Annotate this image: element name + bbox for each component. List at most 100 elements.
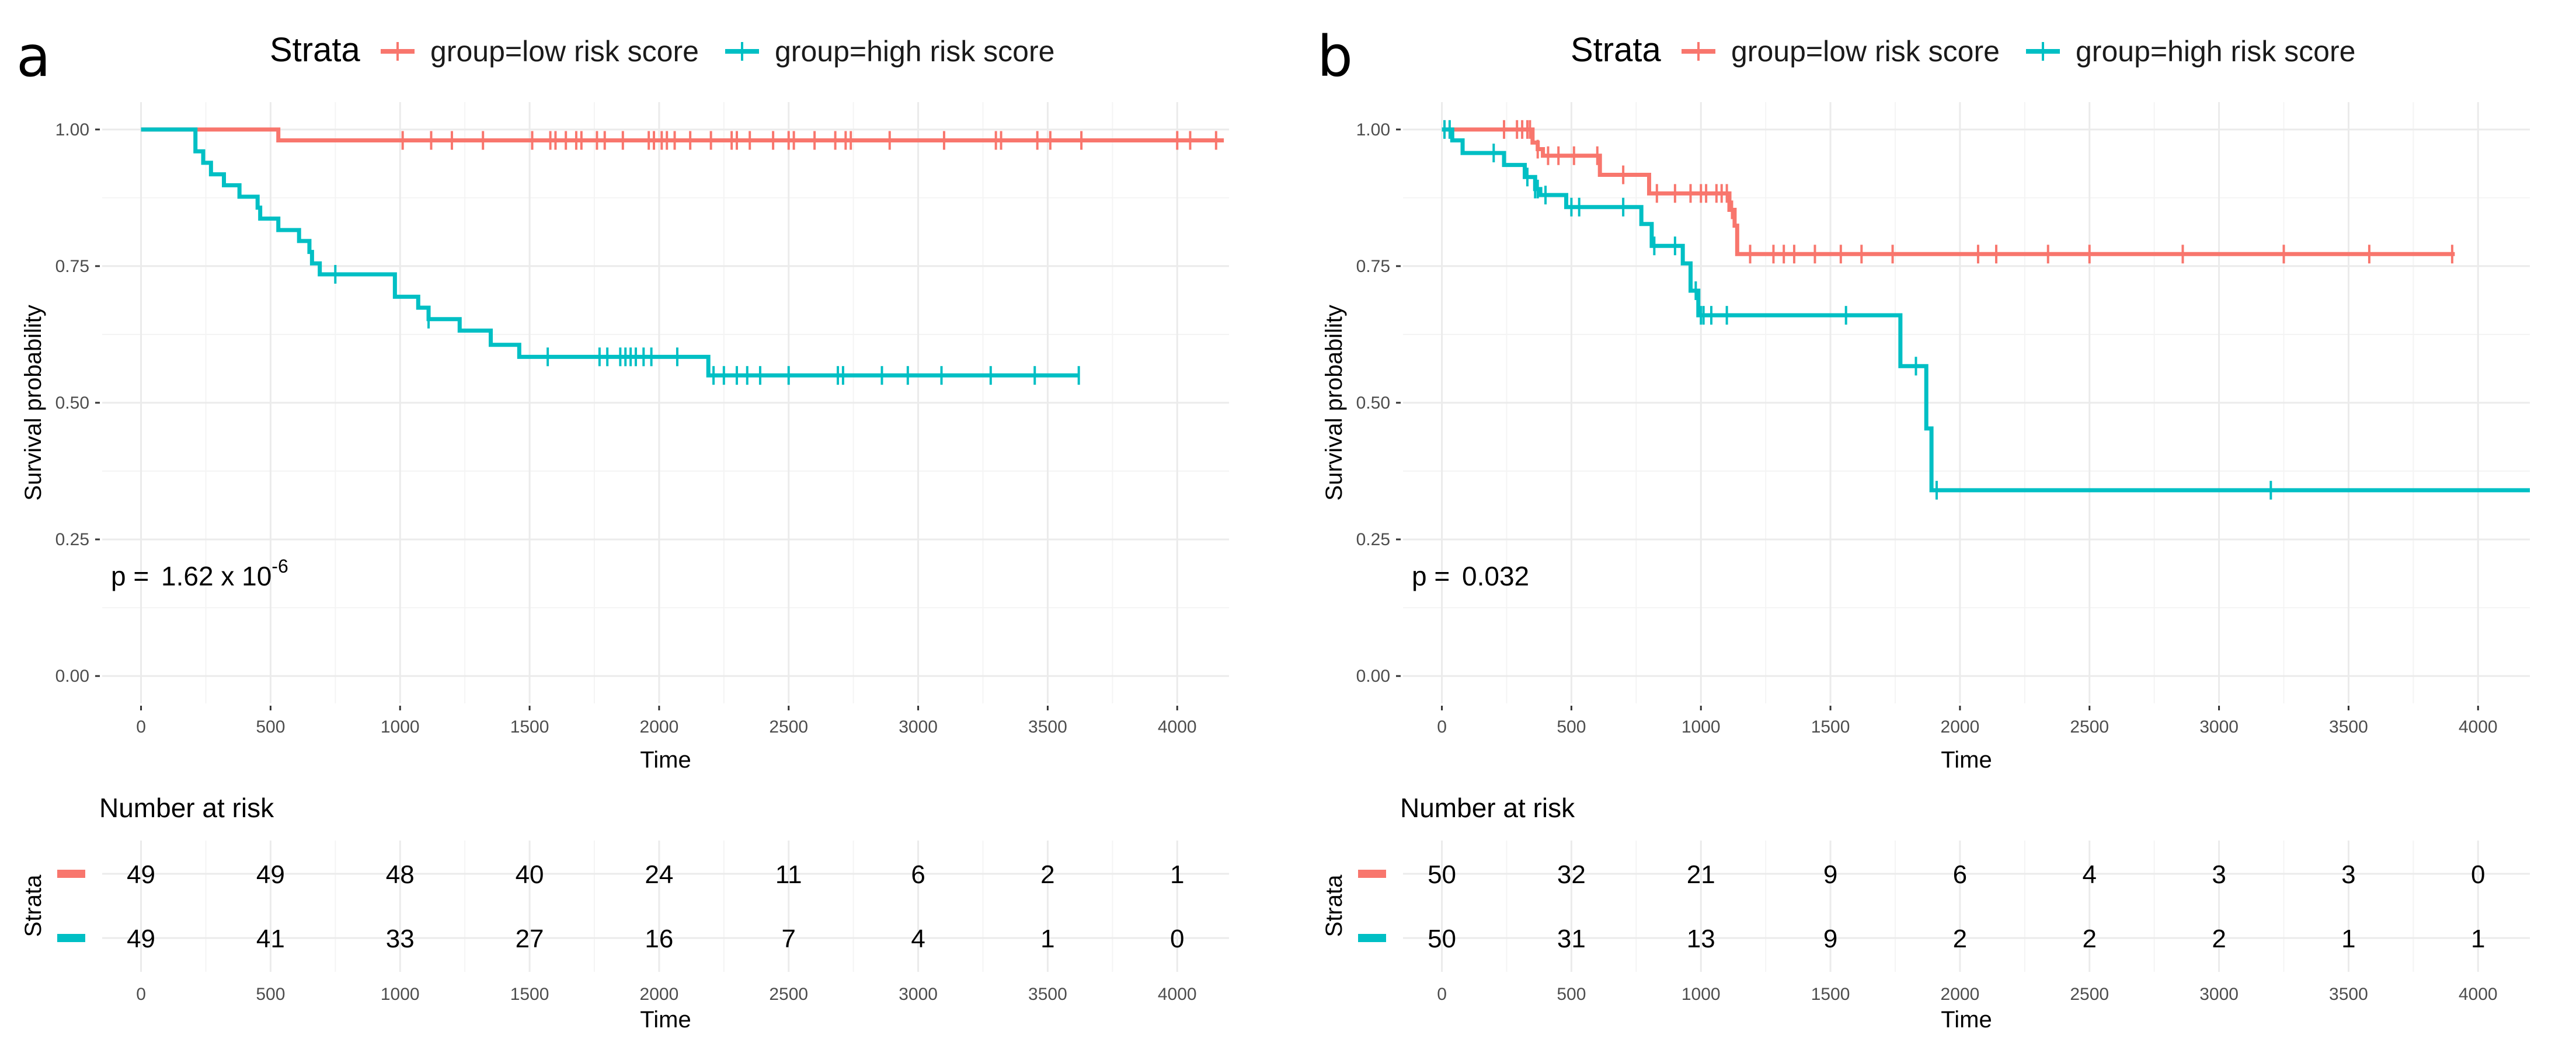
- risk-time-tick: 4000: [1158, 985, 1197, 1004]
- risk-count: 11: [775, 860, 802, 889]
- survival-curve: [141, 127, 1224, 143]
- p-value-mantissa: 1.62 x 10: [161, 561, 271, 591]
- y-tick-label: 1.00: [55, 120, 89, 140]
- legend-entry: group=low risk score: [1731, 35, 2000, 68]
- risk-count: 2: [1040, 860, 1054, 889]
- risk-time-tick: 3500: [2329, 985, 2368, 1004]
- risk-count: 9: [1823, 860, 1837, 889]
- risk-time-tick: 500: [256, 985, 285, 1004]
- panel-letter: a: [16, 24, 51, 89]
- x-tick-label: 3500: [2329, 717, 2368, 737]
- risk-count: 49: [127, 860, 155, 889]
- risk-time-tick: 1000: [1682, 985, 1721, 1004]
- risk-time-tick: 1000: [381, 985, 420, 1004]
- risk-table-title: Number at risk: [1400, 793, 1575, 823]
- y-tick-label: 0.00: [1356, 667, 1390, 686]
- x-axis-title: Time: [640, 747, 691, 773]
- y-tick-label: 1.00: [1356, 120, 1390, 140]
- legend-entry: group=high risk score: [2076, 35, 2355, 68]
- risk-count: 49: [256, 860, 285, 889]
- x-tick-label: 0: [1437, 717, 1447, 737]
- series-high-risk: [141, 127, 1080, 385]
- risk-time-tick: 2000: [640, 985, 679, 1004]
- y-tick-label: 0.25: [1356, 530, 1390, 549]
- x-tick-label: 1500: [510, 717, 549, 737]
- x-tick-label: 3500: [1028, 717, 1067, 737]
- x-tick-label: 4000: [2459, 717, 2498, 737]
- y-tick-label: 0.50: [1356, 393, 1390, 413]
- y-tick-label: 0.75: [1356, 257, 1390, 276]
- risk-count: 24: [645, 860, 673, 889]
- risk-count: 50: [1428, 925, 1456, 953]
- risk-count: 32: [1557, 860, 1586, 889]
- x-tick-label: 2500: [2070, 717, 2109, 737]
- legend-entry: group=low risk score: [430, 35, 699, 68]
- y-tick-label: 0.50: [55, 393, 89, 413]
- risk-table-x-title: Time: [640, 1007, 691, 1033]
- grid: [1403, 102, 2530, 703]
- x-axis-title: Time: [1941, 747, 1992, 773]
- survival-curve: [141, 127, 1079, 378]
- risk-count: 2: [2083, 925, 2097, 953]
- legend-title: Strata: [270, 31, 360, 69]
- risk-time-tick: 3500: [1028, 985, 1067, 1004]
- risk-time-tick: 1500: [1811, 985, 1850, 1004]
- legend-title: Strata: [1571, 31, 1661, 69]
- risk-table-y-label: Strata: [20, 874, 46, 937]
- panel-b: b Strata group=low risk score group=high ri…: [1317, 24, 2530, 1033]
- risk-time-tick: 2500: [769, 985, 808, 1004]
- risk-count: 31: [1557, 925, 1586, 953]
- grid: [102, 102, 1229, 703]
- risk-count: 4: [911, 925, 925, 953]
- risk-table-x-title: Time: [1941, 1007, 1992, 1033]
- risk-table-y-label: Strata: [1321, 874, 1347, 937]
- survival-curve: [1442, 127, 2530, 493]
- x-tick-label: 4000: [1158, 717, 1197, 737]
- y-axis-title: Survival probability: [20, 305, 46, 501]
- risk-count: 49: [127, 925, 155, 953]
- risk-count: 1: [2471, 925, 2485, 953]
- x-tick-label: 3000: [2199, 717, 2239, 737]
- risk-table-title: Number at risk: [99, 793, 274, 823]
- risk-count: 2: [1953, 925, 1967, 953]
- risk-count: 13: [1687, 925, 1715, 953]
- series-low-risk: [141, 127, 1224, 150]
- x-tick-label: 500: [1557, 717, 1586, 737]
- y-axis-title: Survival probability: [1321, 305, 1347, 501]
- x-tick-label: 1000: [1682, 717, 1721, 737]
- series-high-risk: [1442, 120, 2530, 500]
- risk-count: 0: [1170, 925, 1184, 953]
- p-value-mantissa: 0.032: [1462, 561, 1529, 591]
- risk-time-tick: 1500: [510, 985, 549, 1004]
- x-tick-label: 1000: [381, 717, 420, 737]
- x-tick-label: 1500: [1811, 717, 1850, 737]
- x-tick-label: 2500: [769, 717, 808, 737]
- p-value-prefix: p =: [1412, 561, 1457, 591]
- x-tick-label: 2000: [1941, 717, 1980, 737]
- risk-count: 1: [1040, 925, 1054, 953]
- risk-count: 0: [2471, 860, 2485, 889]
- risk-count: 6: [911, 860, 925, 889]
- risk-count: 1: [2341, 925, 2355, 953]
- risk-count: 21: [1687, 860, 1715, 889]
- x-tick-label: 2000: [640, 717, 679, 737]
- risk-time-tick: 0: [1437, 985, 1447, 1004]
- panel-a: a Strata group=low risk score group=high ri…: [16, 24, 1229, 1033]
- x-tick-label: 500: [256, 717, 285, 737]
- panel-letter: b: [1317, 24, 1353, 89]
- risk-count: 27: [516, 925, 544, 953]
- risk-count: 3: [2341, 860, 2355, 889]
- risk-count: 2: [2212, 925, 2226, 953]
- y-tick-label: 0.25: [55, 530, 89, 549]
- risk-count: 16: [645, 925, 673, 953]
- risk-count: 6: [1953, 860, 1967, 889]
- risk-count: 48: [386, 860, 415, 889]
- risk-time-tick: 3000: [2199, 985, 2239, 1004]
- risk-count: 40: [516, 860, 544, 889]
- series-low-risk: [1442, 120, 2455, 264]
- p-value: p = 1.62 x 10-6: [111, 556, 288, 591]
- p-value: p = 0.032: [1412, 561, 1529, 591]
